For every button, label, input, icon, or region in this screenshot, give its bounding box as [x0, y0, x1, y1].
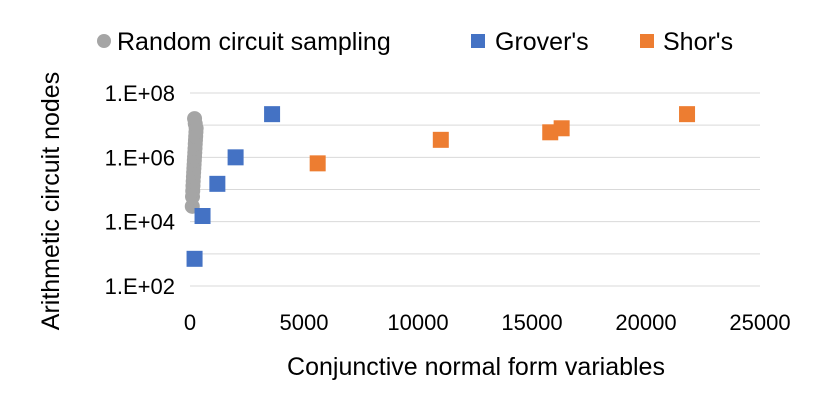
legend: Random circuit sampling Grover's Shor's [97, 28, 733, 56]
legend-marker [640, 34, 654, 48]
x-tick-label: 0 [184, 310, 196, 335]
data-point [309, 155, 326, 172]
legend-label: Grover's [495, 28, 589, 56]
data-point [553, 120, 570, 137]
data-point [186, 250, 203, 267]
legend-label: Random circuit sampling [117, 28, 391, 56]
data-point [679, 106, 696, 123]
legend-marker [97, 34, 111, 48]
data-point [187, 111, 203, 127]
y-axis-title: Arithmetic circuit nodes [37, 72, 65, 330]
y-axis: 1.E+02 1.E+04 1.E+06 1.E+08 [105, 81, 175, 299]
data-point [264, 106, 281, 123]
data-point [432, 131, 449, 148]
gridlines [190, 92, 760, 287]
x-tick-label: 25000 [729, 310, 790, 335]
y-tick-label: 1.E+04 [105, 210, 175, 235]
plot-points [184, 106, 696, 267]
y-tick-label: 1.E+08 [105, 81, 175, 106]
series-1 [186, 106, 281, 267]
y-tick-label: 1.E+02 [105, 274, 175, 299]
x-tick-label: 15000 [501, 310, 562, 335]
data-point [209, 175, 226, 192]
y-tick-label: 1.E+06 [105, 145, 175, 170]
data-point [227, 149, 244, 166]
series-0 [184, 111, 204, 214]
x-tick-label: 5000 [280, 310, 329, 335]
data-point [194, 208, 211, 225]
x-tick-label: 10000 [387, 310, 448, 335]
legend-marker [471, 34, 485, 48]
x-axis: 0 5000 10000 15000 20000 25000 [184, 285, 791, 335]
legend-label: Shor's [663, 28, 733, 56]
series-2 [309, 106, 696, 172]
x-tick-label: 20000 [615, 310, 676, 335]
x-axis-title: Conjunctive normal form variables [287, 353, 665, 381]
